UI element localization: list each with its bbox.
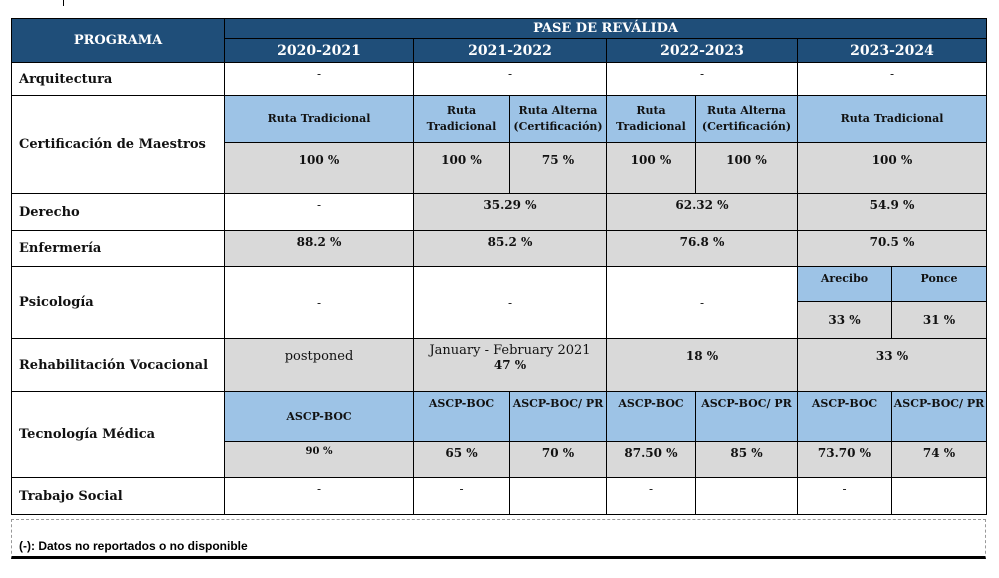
route-label: Ruta Alterna (Certificación) xyxy=(509,95,607,143)
cell-value: 74 % xyxy=(890,441,988,478)
pass-rate-header: PASE DE REVÁLIDA xyxy=(223,18,988,39)
cell-value: 76.8 % xyxy=(606,230,798,267)
cell-value: - xyxy=(606,62,798,96)
exam-label: ASCP-BOC/ PR xyxy=(695,391,798,442)
cell-value: 18 % xyxy=(606,338,798,392)
cell-value: 100 % xyxy=(796,142,988,194)
empty-cell xyxy=(890,477,988,515)
year-header-2020-2021: 2020-2021 xyxy=(224,38,414,63)
cell-value: 100 % xyxy=(606,142,696,194)
cell-value: - xyxy=(224,477,414,515)
cell-value: - xyxy=(606,266,798,339)
cell-value: - xyxy=(413,62,607,96)
year-header-2021-2022: 2021-2022 xyxy=(413,38,607,63)
route-label: Ruta Tradicional xyxy=(224,95,414,143)
cell-value: postponed xyxy=(224,338,414,392)
year-header-2022-2023: 2022-2023 xyxy=(606,38,798,63)
program-name: Derecho xyxy=(11,193,225,231)
route-label: Ruta Alterna (Certificación) xyxy=(695,95,798,143)
route-label: Ruta Tradicional xyxy=(413,95,510,143)
cell-value: 33 % xyxy=(796,338,988,392)
cell-value: 75 % xyxy=(509,142,607,194)
cell-value: 54.9 % xyxy=(796,193,988,231)
cell-value: - xyxy=(224,266,414,339)
cell-value: - xyxy=(413,266,607,339)
cell-value: 33 % xyxy=(797,301,892,339)
exam-label: ASCP-BOC/ PR xyxy=(890,391,988,442)
campus-label: Arecibo xyxy=(797,266,892,302)
program-name: Rehabilitación Vocacional xyxy=(11,338,225,392)
cell-value: 70.5 % xyxy=(796,230,988,267)
table-row: Enfermería 88.2 % 85.2 % 76.8 % 70.5 % xyxy=(11,230,988,267)
program-name: Tecnología Médica xyxy=(11,391,225,478)
program-name: Enfermería xyxy=(11,230,225,267)
cell-value: 85.2 % xyxy=(413,230,607,267)
cell-value: 65 % xyxy=(413,441,510,478)
cell-value: 100 % xyxy=(224,142,414,194)
empty-cell xyxy=(695,477,798,515)
exam-label: ASCP-BOC xyxy=(224,391,414,442)
program-name: Trabajo Social xyxy=(11,477,225,515)
footnote-box: (-): Datos no reportados o no disponible xyxy=(11,519,986,559)
exam-label: ASCP-BOC xyxy=(413,391,510,442)
cell-value: 100 % xyxy=(695,142,798,194)
exam-label: ASCP-BOC xyxy=(606,391,696,442)
cell-value: January - February 2021 47 % xyxy=(413,338,607,392)
cell-value: 100 % xyxy=(413,142,510,194)
program-name: Certificación de Maestros xyxy=(11,95,225,194)
revalida-table-wrapper: PROGRAMA PASE DE REVÁLIDA 2020-2021 2021… xyxy=(11,18,988,515)
cell-value: 70 % xyxy=(509,441,607,478)
cell-value: 31 % xyxy=(890,301,988,339)
cell-value: - xyxy=(606,477,696,515)
revalida-table: PROGRAMA PASE DE REVÁLIDA 2020-2021 2021… xyxy=(11,18,988,515)
table-row: 100 % 100 % 75 % 100 % 100 % 100 % xyxy=(12,142,988,194)
table-row: 33 % 31 % xyxy=(12,301,988,339)
program-name: Arquitectura xyxy=(11,62,225,96)
footnote-text: (-): Datos no reportados o no disponible xyxy=(19,539,248,553)
cell-value: 87.50 % xyxy=(606,441,696,478)
cell-value: - xyxy=(413,477,510,515)
year-header-2023-2024: 2023-2024 xyxy=(796,38,988,63)
exam-label: ASCP-BOC/ PR xyxy=(509,391,607,442)
cell-value: - xyxy=(224,62,414,96)
corner-tick-mark xyxy=(63,0,64,6)
cell-value: 85 % xyxy=(695,441,798,478)
campus-label: Ponce xyxy=(890,266,988,302)
table-row: Tecnología Médica ASCP-BOC ASCP-BOC ASCP… xyxy=(11,391,988,478)
empty-cell xyxy=(509,477,607,515)
cell-value-text: 47 % xyxy=(493,358,527,372)
table-row: Rehabilitación Vocacional postponed Janu… xyxy=(11,338,988,392)
cell-value: 35.29 % xyxy=(413,193,607,231)
route-label: Ruta Tradicional xyxy=(796,95,988,143)
table-row: Arquitectura - - - - xyxy=(11,62,988,96)
cell-value: 62.32 % xyxy=(606,193,798,231)
exam-label: ASCP-BOC xyxy=(797,391,892,442)
table-row: Trabajo Social - - - - xyxy=(11,477,988,515)
program-name: Psicología xyxy=(11,266,225,339)
cell-value: - xyxy=(224,193,414,231)
program-header: PROGRAMA xyxy=(11,18,225,63)
table-row: Derecho - 35.29 % 62.32 % 54.9 % xyxy=(11,193,988,231)
table-row: Psicología - - - Arecibo Ponce xyxy=(11,266,988,339)
cell-value: 90 % xyxy=(224,441,414,478)
route-label: Ruta Tradicional xyxy=(606,95,696,143)
cell-value: 88.2 % xyxy=(224,230,414,267)
cell-value: 73.70 % xyxy=(797,441,892,478)
table-row: Certificación de Maestros Ruta Tradicion… xyxy=(11,95,988,194)
cell-value: - xyxy=(796,62,988,96)
cell-value: - xyxy=(797,477,892,515)
date-note: January - February 2021 xyxy=(429,343,591,358)
